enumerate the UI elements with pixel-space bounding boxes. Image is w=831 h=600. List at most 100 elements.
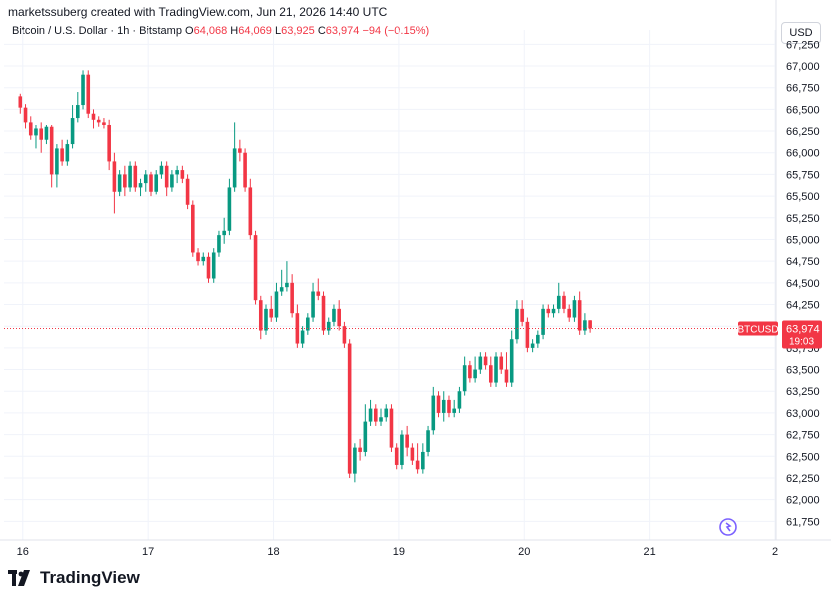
- candle: [583, 313, 587, 335]
- currency-button[interactable]: USD: [781, 22, 821, 44]
- y-tick-label: 63,000: [786, 408, 820, 420]
- candle-body: [217, 235, 221, 253]
- candle: [185, 174, 190, 210]
- candle: [452, 399, 457, 418]
- candle: [556, 282, 561, 314]
- candle-body: [28, 122, 33, 136]
- candle-body: [373, 408, 378, 422]
- candle-body: [462, 365, 467, 392]
- candle-body: [525, 321, 530, 348]
- candle: [405, 425, 409, 457]
- candle: [541, 304, 545, 340]
- close-value: 63,974: [325, 25, 360, 37]
- candle: [332, 304, 336, 327]
- candle-body: [34, 128, 38, 136]
- candle-body: [311, 291, 315, 318]
- candle-body: [290, 282, 294, 314]
- candle: [154, 170, 159, 195]
- candle-body: [238, 148, 242, 153]
- tradingview-logo-icon: [8, 570, 30, 586]
- candle: [515, 300, 519, 344]
- candle: [567, 304, 572, 322]
- candle-body: [316, 291, 321, 296]
- candle-body: [421, 451, 425, 470]
- candle-body: [332, 308, 336, 322]
- x-tick-label: 19: [393, 546, 405, 558]
- candle-body: [201, 256, 206, 262]
- candle-body: [55, 148, 59, 175]
- candle-body: [515, 308, 519, 340]
- candle-body: [248, 187, 253, 236]
- candle-body: [415, 460, 420, 470]
- candle-body: [583, 320, 587, 331]
- candle: [384, 404, 389, 422]
- candle: [86, 70, 91, 119]
- candle: [217, 230, 221, 257]
- high-key: H: [230, 25, 239, 37]
- candle: [76, 92, 80, 123]
- candle: [577, 291, 582, 335]
- candle-body: [232, 148, 237, 188]
- candle: [468, 360, 472, 383]
- candle-body: [452, 408, 457, 413]
- low-key: L: [274, 25, 282, 37]
- candle: [196, 248, 200, 266]
- candle: [44, 124, 49, 145]
- candle-body: [353, 447, 357, 474]
- open-key: O: [185, 25, 194, 37]
- candle: [81, 70, 85, 110]
- y-tick-label: 61,750: [786, 516, 820, 528]
- candle: [410, 443, 415, 465]
- candle: [379, 408, 383, 426]
- replay-icon[interactable]: [719, 518, 737, 536]
- price-tag-price-bg: [782, 320, 822, 349]
- candle: [295, 304, 300, 348]
- candle: [138, 178, 143, 197]
- candle-body: [342, 326, 347, 344]
- candle-body: [149, 174, 153, 192]
- candle: [494, 352, 498, 387]
- candle: [441, 391, 446, 422]
- candle: [170, 170, 174, 192]
- candle-body: [243, 152, 247, 188]
- candle: [525, 317, 530, 353]
- candle: [389, 404, 394, 452]
- price-tag-symbol: BTCUSD: [737, 324, 778, 335]
- candle-body: [138, 183, 143, 188]
- candle: [457, 386, 462, 413]
- candle-body: [379, 417, 383, 422]
- y-tick-label: 67,000: [786, 61, 820, 73]
- candle: [28, 116, 33, 140]
- candle-body: [441, 399, 446, 413]
- price-tag-countdown: 19:03: [789, 336, 814, 347]
- candle: [311, 282, 315, 322]
- candle-body: [410, 447, 415, 461]
- y-tick-label: 66,500: [786, 104, 820, 116]
- candle-body: [384, 408, 389, 418]
- candle: [285, 261, 289, 292]
- y-axis: 61,750 62,000 62,250 62,500 62,750 63,000 63,2…: [775, 0, 820, 540]
- candle-body: [530, 343, 535, 348]
- candle: [117, 170, 122, 197]
- candle: [536, 330, 540, 348]
- candle: [394, 443, 399, 470]
- candle-body: [180, 170, 185, 179]
- candle-body: [253, 235, 258, 301]
- candle-body: [23, 107, 28, 123]
- candle: [258, 295, 263, 340]
- candle: [123, 165, 127, 197]
- y-tick-label: 66,750: [786, 83, 820, 95]
- y-tick-label: 67,250: [786, 39, 820, 51]
- candle: [264, 304, 268, 335]
- brand-name: TradingView: [40, 568, 140, 587]
- candle-body: [536, 334, 540, 344]
- candle: [164, 161, 169, 197]
- y-tick-label: 64,250: [786, 300, 820, 312]
- candle: [91, 109, 96, 129]
- candle: [321, 291, 326, 335]
- candle-body: [49, 126, 54, 175]
- candle-body: [285, 282, 289, 288]
- grid-lines: [4, 30, 776, 540]
- candle-body: [556, 295, 561, 309]
